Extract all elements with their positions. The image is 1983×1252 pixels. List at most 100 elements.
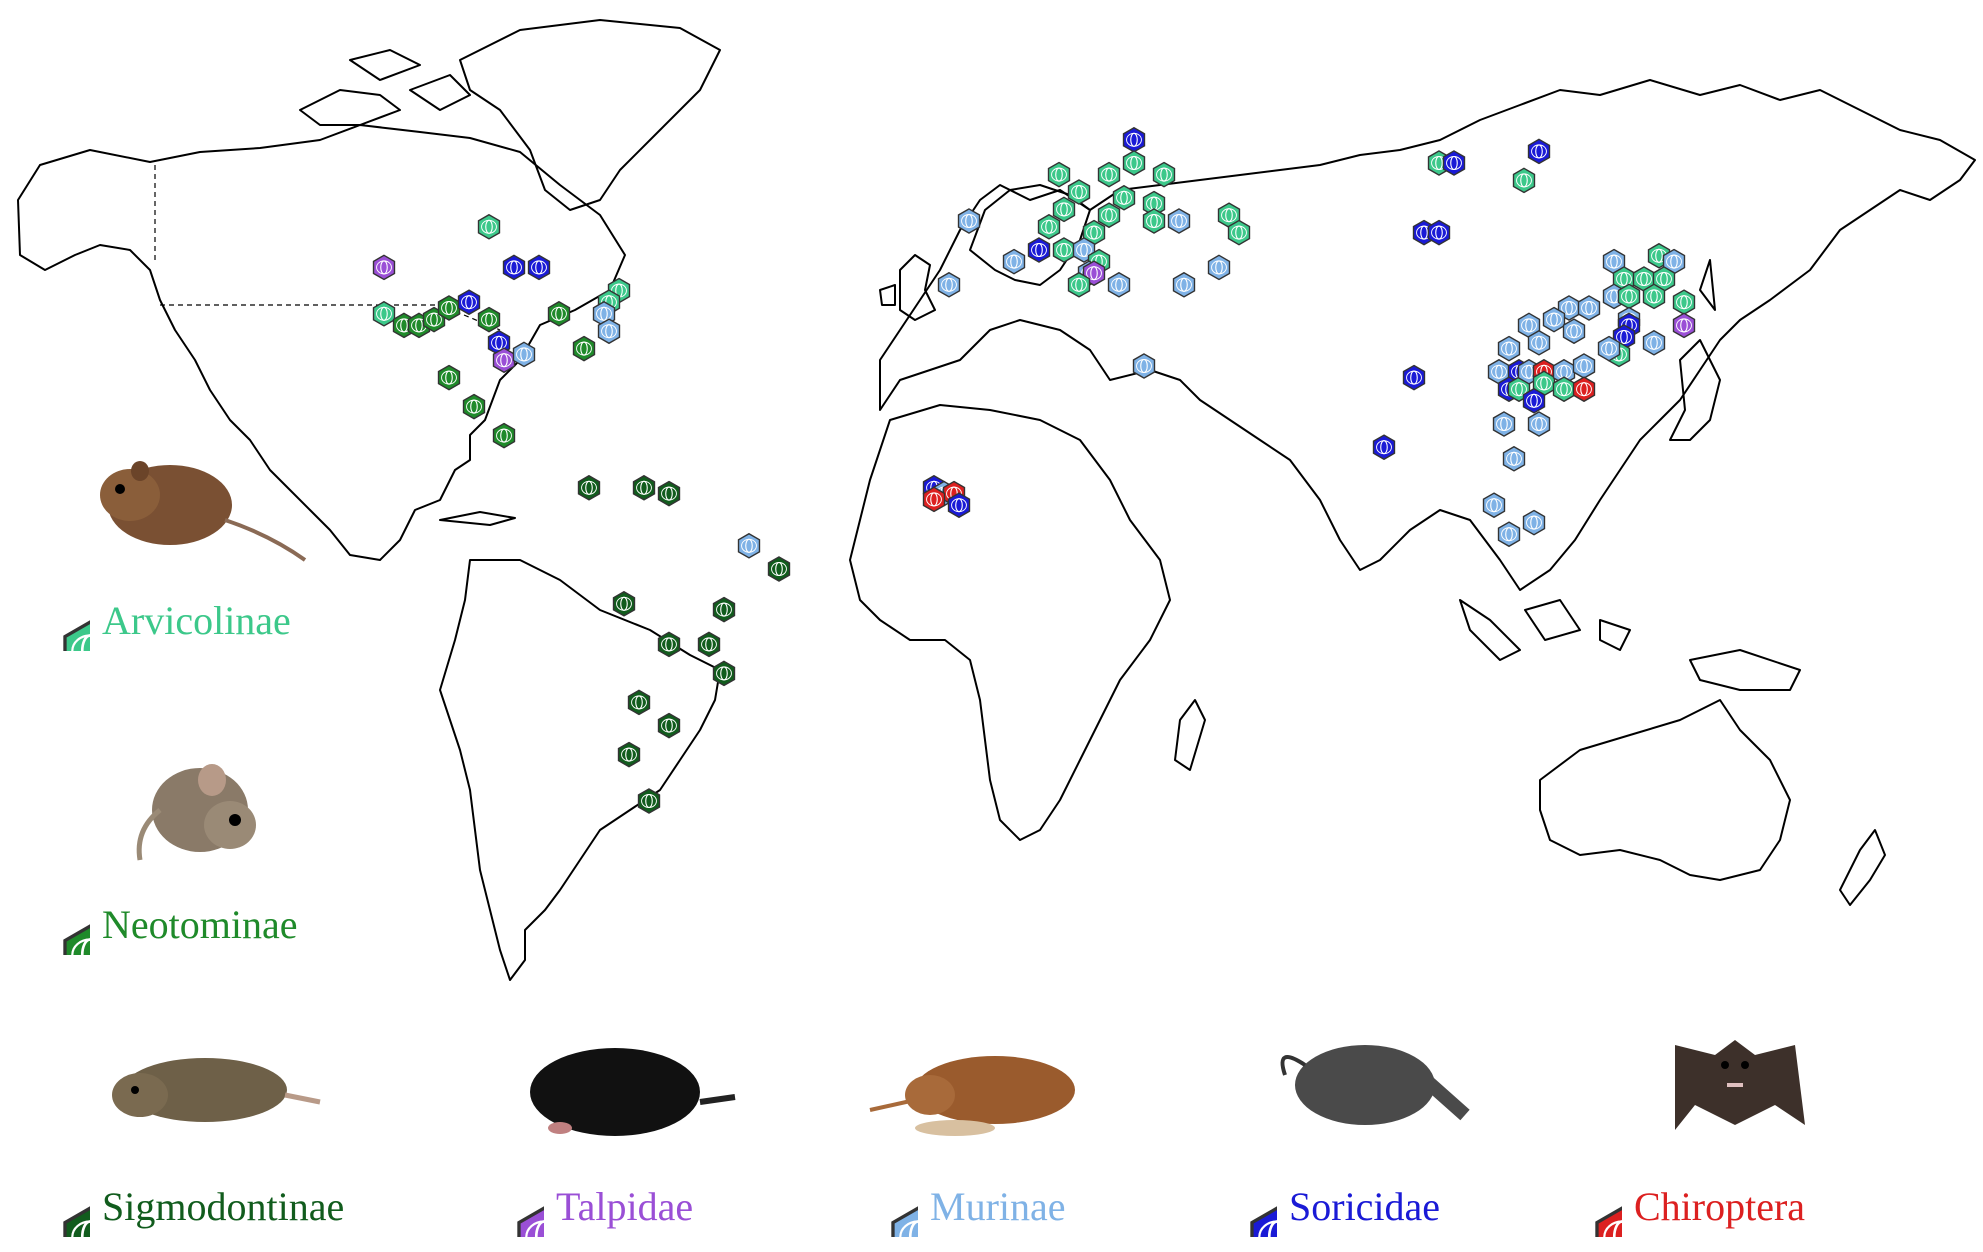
site-marker-murinae (1172, 272, 1196, 298)
greenland-outline (459, 19, 721, 211)
arctic-islands-outline (299, 49, 471, 126)
legend-item-soricidae: Soricidae (1215, 1175, 1440, 1237)
site-marker-arvicolinae (1097, 202, 1121, 228)
legend-item-chiroptera: Chiroptera (1560, 1175, 1805, 1237)
site-marker-chiroptera (1572, 376, 1596, 402)
site-marker-murinae (1527, 411, 1551, 437)
site-marker-soricidae (502, 254, 526, 281)
site-marker-sigmodontinae (637, 788, 661, 814)
site-marker-arvicolinae (1512, 167, 1536, 194)
site-marker-sigmodontinae (767, 556, 791, 582)
site-marker-murinae (1642, 330, 1666, 356)
new-guinea-outline (1689, 649, 1801, 691)
legend-label-sigmodontinae: Sigmodontinae (102, 1183, 345, 1229)
site-marker-neotominae (437, 295, 461, 321)
site-marker-arvicolinae (1067, 272, 1091, 298)
site-marker-arvicolinae (372, 301, 396, 327)
legend-item-arvicolinae: Arvicolinae (28, 589, 291, 651)
world-outline-icon (17, 19, 1976, 981)
site-marker-sigmodontinae (657, 712, 681, 739)
site-marker-arvicolinae (1642, 283, 1666, 310)
site-marker-murinae (1107, 272, 1131, 298)
site-marker-soricidae (1427, 219, 1451, 246)
virus-hexagon-icon (1560, 1175, 1622, 1237)
site-marker-neotominae (477, 306, 501, 333)
site-marker-neotominae (492, 422, 516, 449)
site-marker-arvicolinae (1672, 289, 1696, 315)
south-america-outline (439, 559, 721, 981)
site-marker-arvicolinae (1047, 161, 1071, 188)
north-america-outline (17, 124, 626, 561)
legend-item-talpidae: Talpidae (482, 1175, 693, 1237)
virus-hexagon-icon (1215, 1175, 1277, 1237)
site-marker-soricidae (1527, 138, 1551, 165)
site-marker-neotominae (462, 393, 486, 420)
site-marker-murinae (1207, 254, 1231, 281)
indonesia-outline (1459, 599, 1631, 661)
site-marker-murinae (1492, 411, 1516, 437)
site-marker-murinae (1562, 318, 1586, 344)
site-marker-arvicolinae (1122, 150, 1146, 176)
site-marker-arvicolinae (1037, 214, 1061, 240)
site-marker-sigmodontinae (657, 631, 681, 658)
legend-label-soricidae: Soricidae (1289, 1183, 1441, 1229)
vole-icon (100, 461, 307, 562)
legend-label-arvicolinae: Arvicolinae (102, 597, 291, 643)
site-marker-arvicolinae (1617, 283, 1641, 310)
site-marker-sigmodontinae (712, 596, 736, 623)
site-marker-chiroptera (922, 486, 946, 513)
site-marker-arvicolinae (1227, 219, 1251, 246)
legend-item-murinae: Murinae (856, 1175, 1066, 1237)
site-marker-soricidae (1402, 364, 1426, 391)
legend-item-sigmodontinae: Sigmodontinae (28, 1175, 344, 1237)
site-marker-neotominae (547, 301, 571, 327)
japan-outline (1669, 339, 1721, 441)
site-marker-arvicolinae (1052, 196, 1076, 223)
legend-label-talpidae: Talpidae (556, 1183, 694, 1229)
site-marker-murinae (1482, 492, 1506, 518)
eurasia-outline (879, 79, 1976, 591)
legend-label-chiroptera: Chiroptera (1634, 1183, 1806, 1229)
site-marker-sigmodontinae (697, 631, 721, 658)
site-marker-arvicolinae (477, 214, 501, 240)
site-marker-sigmodontinae (712, 660, 736, 687)
site-marker-soricidae (527, 254, 551, 281)
site-marker-arvicolinae (1067, 179, 1091, 205)
africa-outline (849, 404, 1171, 841)
virus-hexagon-icon (856, 1175, 918, 1237)
animals-layer (100, 461, 1805, 1136)
site-marker-sigmodontinae (657, 480, 681, 507)
virus-hexagon-icon (28, 1175, 90, 1237)
shrew-icon (1280, 1045, 1470, 1125)
rat-icon (869, 1056, 1075, 1136)
site-marker-murinae (1577, 295, 1601, 321)
site-marker-murinae (1167, 208, 1191, 234)
madagascar-outline (1174, 699, 1206, 771)
site-marker-soricidae (1027, 237, 1051, 263)
site-marker-sigmodontinae (612, 591, 636, 617)
site-marker-murinae (1572, 353, 1596, 379)
bat-icon (1675, 1040, 1805, 1130)
site-marker-soricidae (1522, 388, 1546, 414)
site-marker-murinae (1132, 353, 1156, 379)
site-marker-murinae (1597, 335, 1621, 362)
sakhalin-outline (1699, 259, 1716, 311)
site-marker-arvicolinae (1552, 376, 1576, 402)
site-marker-soricidae (457, 289, 481, 315)
legend-label-murinae: Murinae (930, 1183, 1066, 1229)
deer-mouse-icon (136, 764, 256, 861)
site-marker-soricidae (947, 492, 971, 518)
site-marker-murinae (1522, 509, 1546, 536)
mole-icon (530, 1048, 736, 1136)
new-zealand-outline (1839, 829, 1886, 906)
site-marker-neotominae (437, 364, 461, 391)
site-marker-arvicolinae (1097, 161, 1121, 188)
site-marker-soricidae (1442, 150, 1466, 176)
legend-item-neotominae: Neotominae (28, 893, 298, 955)
site-marker-arvicolinae (1112, 185, 1136, 211)
site-marker-talpidae (492, 347, 516, 373)
virus-hexagon-icon (28, 893, 90, 955)
site-marker-murinae (512, 341, 536, 368)
site-marker-arvicolinae (1142, 208, 1166, 234)
